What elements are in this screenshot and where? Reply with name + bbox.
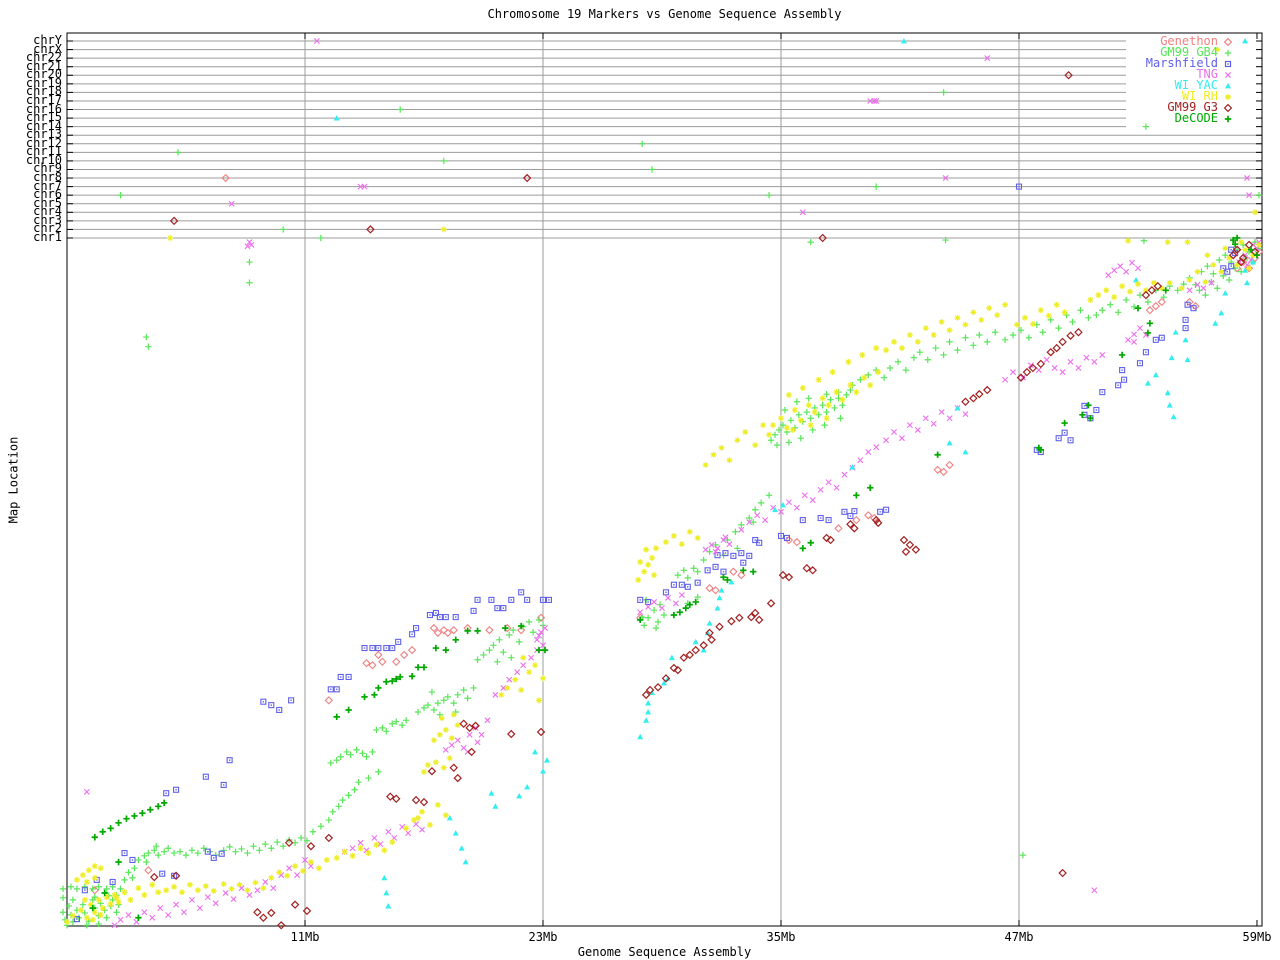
y-axis-label-chrY: chrY	[33, 33, 62, 47]
y-axis-label-chr16: chr16	[25, 101, 62, 116]
series-gm99-g3	[150, 71, 1260, 930]
x-tick-label-59Mb: 59Mb	[1242, 930, 1272, 944]
legend-label-marshfield: Marshfield	[1145, 56, 1218, 70]
y-axis-label-chr4: chr4	[33, 204, 62, 219]
legend-label-gm99-gb4: GM99 GB4	[1160, 45, 1218, 59]
y-axis-label-chr17: chr17	[25, 92, 62, 107]
x-tick-label-11Mb: 11Mb	[290, 930, 320, 944]
legend-background	[1126, 34, 1261, 128]
y-axis-label-chr3: chr3	[33, 212, 62, 227]
legend-marker-marshfield-icon	[1224, 60, 1232, 68]
series-marshfield	[73, 183, 1239, 923]
legend-label-wi-rh: WI RH	[1181, 89, 1218, 103]
y-axis-label-chr15: chr15	[25, 110, 62, 125]
legend-marker-wi-rh-icon	[1225, 94, 1231, 100]
x-tick-label-23Mb: 23Mb	[528, 930, 558, 944]
legend-label-decode: DeCODE	[1174, 111, 1218, 125]
series-wi-rh	[64, 46, 1262, 925]
y-axis-label-chr22: chr22	[25, 50, 62, 65]
y-axis-label-chr8: chr8	[33, 170, 62, 185]
series-genethon	[90, 173, 1264, 895]
y-axis-title: Map Location	[6, 436, 21, 524]
y-axis-label-chr7: chr7	[33, 178, 62, 193]
x-tick-label-35Mb: 35Mb	[766, 930, 796, 944]
y-axis-label-chr6: chr6	[33, 187, 62, 202]
y-axis-label-chr20: chr20	[25, 67, 62, 82]
legend-label-wi-yac: WI YAC	[1174, 78, 1218, 92]
legend-label-gm99-g3: GM99 G3	[1167, 100, 1218, 114]
series-tng	[83, 38, 1262, 929]
legend-marker-genethon-icon	[1223, 37, 1233, 47]
y-axis-label-chrX: chrX	[33, 41, 62, 56]
y-axis-label-chr21: chr21	[25, 58, 62, 73]
series-wi-yac	[333, 38, 1257, 909]
y-axis-label-chr2: chr2	[33, 221, 62, 236]
legend-label-tng: TNG	[1196, 67, 1218, 81]
y-axis-label-chr14: chr14	[25, 118, 62, 133]
x-tick-label-47Mb: 47Mb	[1004, 930, 1034, 944]
y-axis-label-chr9: chr9	[33, 161, 62, 176]
legend-marker-gm99-g3-icon	[1223, 103, 1233, 113]
chart-title: Chromosome 19 Markers vs Genome Sequence…	[487, 7, 842, 21]
y-axis-label-chr10: chr10	[25, 152, 62, 167]
legend-label-genethon: Genethon	[1160, 34, 1218, 48]
plot-border	[66, 32, 1263, 927]
y-axis-label-chr13: chr13	[25, 127, 62, 142]
y-axis-label-chr1: chr1	[33, 229, 62, 244]
y-axis-label-chr11: chr11	[25, 144, 62, 159]
y-axis-label-chr12: chr12	[25, 135, 62, 150]
y-axis-label-chr5: chr5	[33, 195, 62, 210]
y-axis-label-chr18: chr18	[25, 84, 62, 99]
x-axis-title: Genome Sequence Assembly	[577, 945, 752, 959]
legend-marker-wi-yac-icon	[1225, 83, 1231, 89]
y-axis-label-chr19: chr19	[25, 75, 62, 90]
legend-marker-tng-icon	[1224, 71, 1232, 79]
